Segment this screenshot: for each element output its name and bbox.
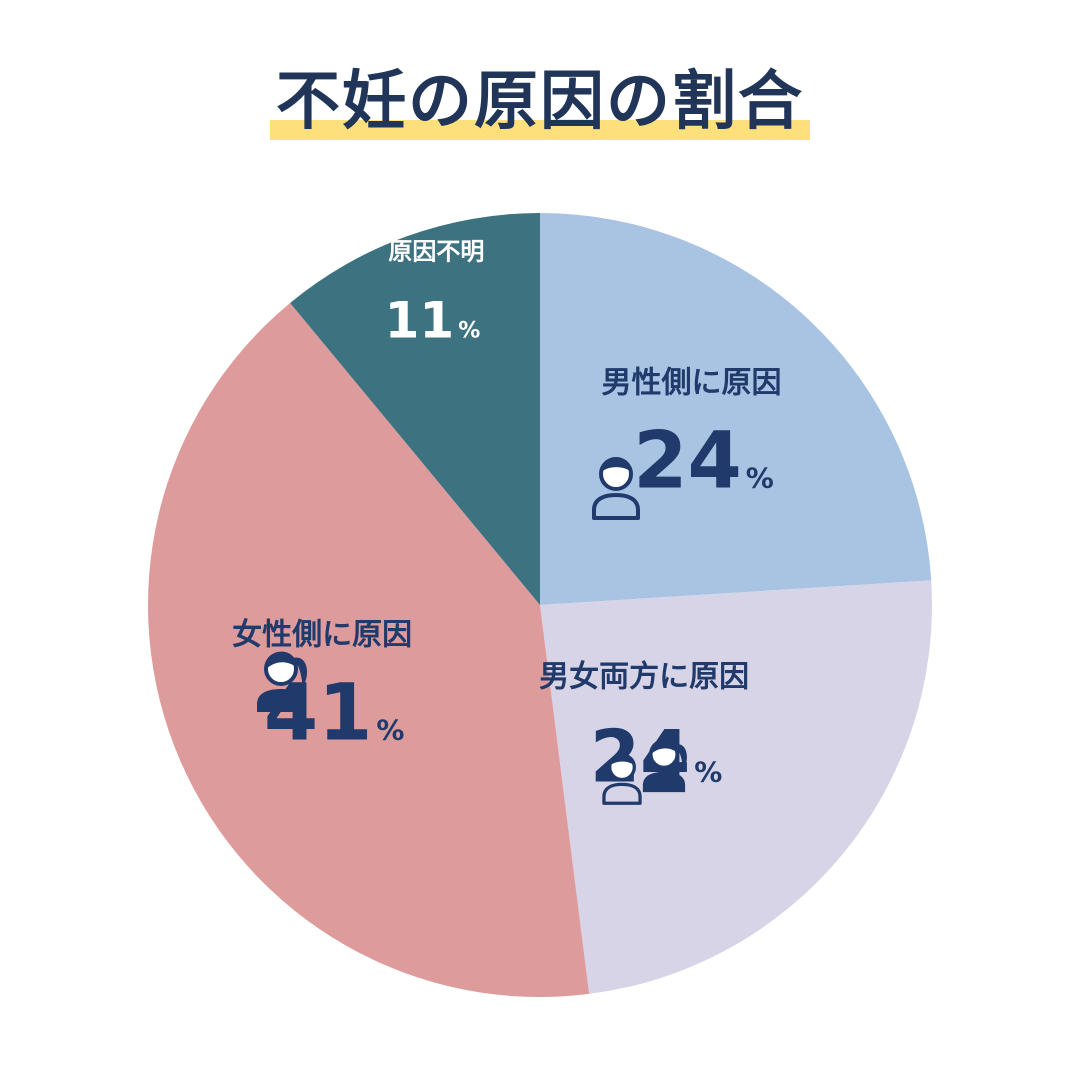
female-person-icon <box>642 739 687 793</box>
pie-slice-female <box>148 302 590 997</box>
pie-slice-unknown <box>290 213 540 605</box>
male-person-icon <box>592 457 640 520</box>
male-person-icon <box>602 753 642 805</box>
chart-title-text: 不妊の原因の割合 <box>276 65 804 139</box>
pie-slice-male <box>540 213 932 605</box>
slice-label-unknown: 原因不明 11% <box>385 237 485 349</box>
pie-slices <box>148 213 932 997</box>
slice-value-unit: % <box>376 714 404 747</box>
couple-icon <box>602 739 687 805</box>
slice-value-unit: % <box>458 318 480 343</box>
slice-value-unit: % <box>746 461 774 494</box>
slice-value-unit: % <box>694 755 722 788</box>
slice-label-male: 男性側に原因 24% <box>592 365 782 520</box>
slice-category-label: 原因不明 <box>388 237 484 265</box>
title-highlight-bar <box>270 120 810 140</box>
chart-title: 不妊の原因の割合 <box>270 62 810 142</box>
title-area: 不妊の原因の割合 <box>0 62 1080 142</box>
slice-category-label: 男女両方に原因 <box>539 659 749 694</box>
slice-value-number: 24 <box>633 416 742 506</box>
female-person-icon <box>257 651 308 712</box>
slice-value-number: 11 <box>385 291 455 349</box>
pie-slice-both <box>540 580 932 994</box>
slice-value: 24% <box>633 416 774 506</box>
slice-category-label: 男性側に原因 <box>602 365 782 400</box>
slice-category-label: 女性側に原因 <box>232 618 412 653</box>
slice-value: 11% <box>385 291 481 349</box>
